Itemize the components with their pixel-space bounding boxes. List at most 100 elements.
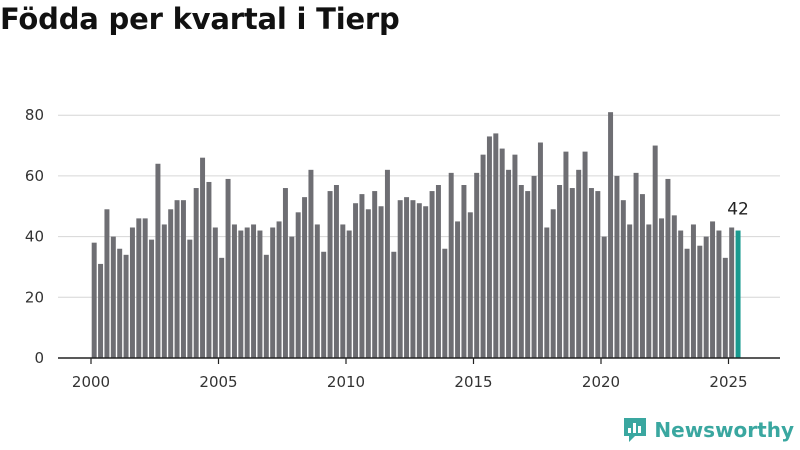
bar [91,242,97,358]
x-tick-label: 2025 [709,373,747,391]
bar [168,209,174,358]
bar [212,227,218,358]
bar [308,169,314,358]
bar [251,224,257,358]
bar [117,248,123,358]
brand-name: Newsworthy [654,418,794,442]
bar [416,203,422,358]
bar [722,257,728,358]
bar [474,172,480,358]
bar [123,254,129,358]
bar [690,224,696,358]
y-tick-label: 80 [25,106,44,124]
bar [257,230,263,358]
bar [703,236,709,358]
bar [684,248,690,358]
bar [614,175,620,358]
bar [531,175,537,358]
tick-labels: 0 20 40 60 80 42 2000 2005 2010 2015 2020 2025 [25,106,749,391]
bar [588,188,594,358]
bar [200,157,206,358]
bar [359,194,365,358]
bar [187,239,193,358]
bar [678,230,684,358]
x-tick-label: 2000 [72,373,110,391]
y-tick-label: 40 [25,228,44,246]
bar [104,209,110,358]
bar [219,257,225,358]
bar [595,191,601,358]
bar [136,218,142,358]
bar [467,212,473,358]
bar [671,215,677,358]
bar [327,191,333,358]
bar [697,245,703,358]
bar [665,178,671,358]
bar [576,169,582,358]
bar [174,200,180,358]
bar [231,224,237,358]
bar [537,142,543,358]
x-tick-label: 2005 [199,373,237,391]
bar [627,224,633,358]
bar [365,209,371,358]
bar [129,227,135,358]
x-tick-label: 2010 [327,373,365,391]
bar [646,224,652,358]
bar [282,188,288,358]
y-tick-label: 0 [34,349,44,367]
bar [244,227,250,358]
bar [353,203,359,358]
bar [155,163,161,358]
bar [620,200,626,358]
bars [91,112,741,358]
bar [486,136,492,358]
brand-logo: Newsworthy [622,416,794,444]
bar [302,197,308,358]
bar [180,200,186,358]
bar [378,206,384,358]
bar [563,151,569,358]
bar [161,224,167,358]
bar [461,185,467,358]
bar [525,191,531,358]
bar [423,206,429,358]
bar [98,263,104,358]
bar [429,191,435,358]
bar [518,185,524,358]
bar [295,212,301,358]
bar [659,218,665,358]
bar [391,251,397,358]
bar [608,112,614,358]
bar [550,209,556,358]
bar [333,185,339,358]
bar [569,188,575,358]
bar [404,197,410,358]
bar [225,178,231,358]
bar [270,227,276,358]
bar [340,224,346,358]
bar [710,221,716,358]
bar [582,151,588,358]
x-tick-label: 2015 [454,373,492,391]
bar [142,218,148,358]
bar [442,248,448,358]
bar [384,169,390,358]
bar [544,227,550,358]
bar [193,188,199,358]
x-tick-label: 2020 [582,373,620,391]
bar [601,236,607,358]
bar [276,221,282,358]
axes [58,357,780,364]
bar [110,236,116,358]
bar [314,224,320,358]
y-tick-label: 60 [25,167,44,185]
y-tick-label: 20 [25,288,44,306]
bar [716,230,722,358]
bar [263,254,269,358]
bar [455,221,461,358]
highlight-value-label: 42 [727,200,749,220]
bar [321,251,327,358]
bar [639,194,645,358]
